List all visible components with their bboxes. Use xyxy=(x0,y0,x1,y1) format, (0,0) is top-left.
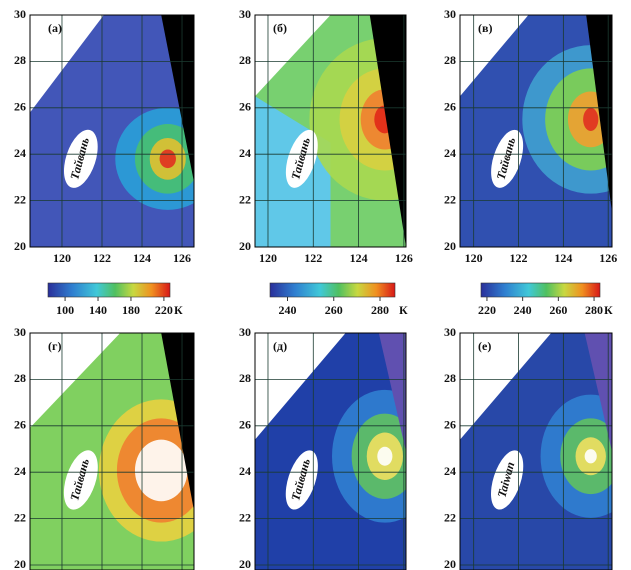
x-tick-label: 124 xyxy=(554,251,572,265)
colorbar-tick-label: 240 xyxy=(279,303,297,317)
y-tick-label: 30 xyxy=(444,325,456,339)
y-tick-label: 22 xyxy=(444,192,456,206)
y-tick-label: 24 xyxy=(239,464,251,478)
y-tick-label: 28 xyxy=(444,53,456,67)
y-tick-label: 20 xyxy=(444,239,456,253)
map-image xyxy=(460,15,631,247)
y-tick-label: 30 xyxy=(239,7,251,21)
storm-ring xyxy=(160,150,176,169)
colorbar-gradient xyxy=(481,283,600,297)
panel-label: (а) xyxy=(48,21,62,35)
panel-label: (г) xyxy=(48,339,61,353)
panel-label: (е) xyxy=(478,339,491,353)
y-tick-label: 22 xyxy=(239,510,251,524)
y-tick-label: 20 xyxy=(239,239,251,253)
panel-label: (в) xyxy=(478,21,492,35)
colorbar-tick-label: 220 xyxy=(478,303,496,317)
map-image xyxy=(255,333,438,570)
y-tick-label: 28 xyxy=(239,371,251,385)
colorbar-tick-label: 240 xyxy=(514,303,532,317)
y-tick-label: 24 xyxy=(14,464,26,478)
y-tick-label: 26 xyxy=(444,418,456,432)
y-tick-label: 30 xyxy=(14,7,26,21)
x-tick-label: 126 xyxy=(173,251,191,265)
x-tick-label: 124 xyxy=(350,251,368,265)
map-image xyxy=(460,333,631,570)
y-tick-label: 26 xyxy=(444,100,456,114)
colorbar-tick-label: 180 xyxy=(122,303,140,317)
y-tick-label: 22 xyxy=(14,192,26,206)
y-tick-label: 20 xyxy=(239,557,251,570)
x-tick-label: 122 xyxy=(93,251,111,265)
y-tick-label: 24 xyxy=(444,464,456,478)
y-tick-label: 26 xyxy=(239,100,251,114)
colorbar-unit: К xyxy=(604,303,613,317)
storm-ring xyxy=(377,447,392,466)
y-tick-label: 24 xyxy=(239,146,251,160)
storm-ring xyxy=(583,108,598,131)
x-tick-label: 126 xyxy=(599,251,617,265)
y-tick-label: 30 xyxy=(14,325,26,339)
x-tick-label: 122 xyxy=(510,251,528,265)
y-tick-label: 20 xyxy=(444,557,456,570)
y-tick-label: 24 xyxy=(14,146,26,160)
y-tick-label: 28 xyxy=(14,371,26,385)
y-tick-label: 22 xyxy=(444,510,456,524)
storm-ring xyxy=(585,449,597,463)
y-tick-label: 20 xyxy=(14,239,26,253)
colorbar-unit: К xyxy=(174,303,183,317)
x-tick-label: 120 xyxy=(465,251,483,265)
map-panel: 302826242220120122124126(б)Тайвань xyxy=(239,7,460,265)
x-tick-label: 124 xyxy=(133,251,151,265)
panel-label: (д) xyxy=(273,339,287,353)
y-tick-label: 28 xyxy=(14,53,26,67)
panel-label: (б) xyxy=(273,21,287,35)
y-tick-label: 26 xyxy=(239,418,251,432)
y-tick-label: 20 xyxy=(14,557,26,570)
colorbar-tick-label: 260 xyxy=(325,303,343,317)
colorbar-gradient xyxy=(270,283,395,297)
y-tick-label: 28 xyxy=(239,53,251,67)
map-image xyxy=(255,15,460,247)
colorbar-tick-label: 100 xyxy=(56,303,74,317)
map-image xyxy=(30,15,220,247)
y-tick-label: 30 xyxy=(444,7,456,21)
colorbar-tick-label: 140 xyxy=(89,303,107,317)
y-tick-label: 26 xyxy=(14,100,26,114)
colorbar-tick-label: 280 xyxy=(371,303,389,317)
storm-ring xyxy=(135,440,187,502)
y-tick-label: 22 xyxy=(14,510,26,524)
x-tick-label: 120 xyxy=(53,251,71,265)
y-tick-label: 26 xyxy=(14,418,26,432)
y-tick-label: 30 xyxy=(239,325,251,339)
x-tick-label: 122 xyxy=(304,251,322,265)
colorbar: 240 260 280 К xyxy=(270,283,408,317)
colorbar-tick-label: 260 xyxy=(549,303,567,317)
y-tick-label: 24 xyxy=(444,146,456,160)
y-tick-label: 28 xyxy=(444,371,456,385)
y-tick-label: 22 xyxy=(239,192,251,206)
colorbar-gradient xyxy=(48,283,170,297)
x-tick-label: 120 xyxy=(259,251,277,265)
x-tick-label: 126 xyxy=(395,251,413,265)
colorbar: 220 240 260 280К xyxy=(478,283,613,317)
colorbar-tick-label: 280 xyxy=(585,303,603,317)
figure: 302826242220120122124126(а)Тайвань302826… xyxy=(0,0,631,570)
colorbar-tick-label: 220 xyxy=(155,303,173,317)
colorbar-unit: К xyxy=(399,303,408,317)
